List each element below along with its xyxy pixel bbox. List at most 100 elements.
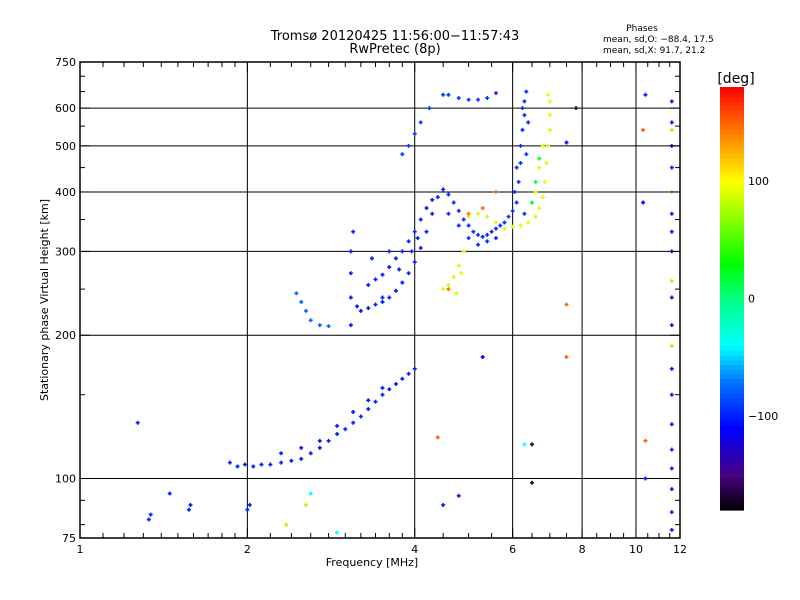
colorbar-segment — [720, 134, 744, 140]
data-point — [446, 92, 451, 97]
phases-title: Phases — [626, 24, 658, 34]
data-point — [259, 462, 264, 467]
data-point — [529, 200, 534, 205]
data-point — [387, 387, 392, 392]
colorbar-segment — [720, 293, 744, 300]
colorbar-segment — [720, 434, 744, 441]
data-point — [355, 304, 360, 309]
data-point — [520, 127, 525, 132]
data-point — [520, 106, 525, 111]
data-point — [540, 195, 545, 200]
data-point — [366, 306, 371, 311]
colorbar-segment — [720, 101, 744, 107]
data-point — [227, 460, 232, 465]
data-point — [540, 143, 545, 148]
colorbar-segment — [720, 265, 744, 271]
colorbar: 100 0 −100 — [720, 87, 778, 511]
colorbar-segment — [720, 448, 744, 455]
data-point — [317, 445, 322, 450]
data-point — [459, 271, 464, 276]
y-tick-label: 400 — [55, 186, 76, 199]
data-point — [268, 462, 273, 467]
chart-title: Tromsø 20120425 11:56:00−11:57:43 — [270, 29, 520, 44]
data-point — [485, 232, 490, 237]
data-point — [485, 239, 490, 244]
data-point — [289, 458, 294, 463]
data-point — [466, 97, 471, 102]
data-point — [514, 165, 519, 170]
data-point — [564, 302, 569, 307]
colorbar-segment — [720, 307, 744, 314]
data-point — [424, 229, 429, 234]
data-point — [441, 92, 446, 97]
data-point — [351, 409, 356, 414]
x-axis-label: Frequency [MHz] — [326, 556, 418, 569]
data-point — [526, 120, 531, 125]
data-point — [510, 224, 515, 229]
data-point — [351, 229, 356, 234]
x-tick-label: 2 — [244, 543, 251, 556]
data-point — [510, 208, 515, 213]
colorbar-segment — [720, 416, 744, 422]
data-point — [466, 223, 471, 228]
data-point — [669, 279, 674, 284]
data-point — [547, 99, 552, 104]
data-point — [397, 267, 402, 272]
colorbar-segment — [720, 232, 744, 238]
plot-frame — [79, 61, 681, 539]
data-point — [641, 200, 646, 205]
data-point — [476, 232, 481, 237]
colorbar-segment — [720, 463, 744, 469]
colorbar-segment — [720, 369, 744, 375]
data-point — [146, 517, 151, 522]
data-point — [522, 211, 527, 216]
data-point — [669, 422, 674, 427]
data-point — [335, 423, 340, 428]
colorbar-segment — [720, 284, 744, 290]
data-point — [400, 280, 405, 285]
colorbar-segment — [720, 486, 744, 492]
data-point — [358, 308, 363, 313]
data-point — [573, 106, 578, 111]
data-point — [669, 466, 674, 471]
data-point — [430, 197, 435, 202]
data-point — [446, 192, 451, 197]
data-point — [669, 392, 674, 397]
data-point — [489, 229, 494, 234]
data-point — [498, 223, 503, 228]
data-point — [415, 236, 420, 241]
colorbar-segment — [720, 340, 744, 347]
data-point — [669, 487, 674, 492]
data-point — [366, 406, 371, 411]
colorbar-segment — [720, 110, 744, 116]
colorbar-tick-label: 100 — [748, 175, 769, 188]
colorbar-segment — [720, 383, 744, 389]
data-point — [348, 249, 353, 254]
data-point — [366, 398, 371, 403]
data-point — [446, 287, 451, 292]
data-point — [669, 510, 674, 515]
y-tick-label: 750 — [55, 56, 76, 69]
data-point — [343, 427, 348, 432]
data-point — [406, 143, 411, 148]
data-point — [546, 92, 551, 97]
data-point — [485, 96, 490, 101]
x-tick-label: 8 — [579, 543, 586, 556]
data-point — [518, 223, 523, 228]
data-point — [451, 200, 456, 205]
data-point — [242, 462, 247, 467]
colorbar-segment — [720, 331, 744, 337]
data-point — [669, 211, 674, 216]
colorbar-segment — [720, 190, 744, 196]
data-point — [669, 229, 674, 234]
colorbar-segment — [720, 185, 744, 191]
data-point — [373, 399, 378, 404]
colorbar-segment — [720, 336, 744, 342]
data-point — [335, 530, 340, 535]
data-point — [418, 217, 423, 222]
colorbar-segment — [720, 477, 744, 483]
data-point — [317, 438, 322, 443]
data-point — [235, 464, 240, 469]
data-point — [537, 156, 542, 161]
